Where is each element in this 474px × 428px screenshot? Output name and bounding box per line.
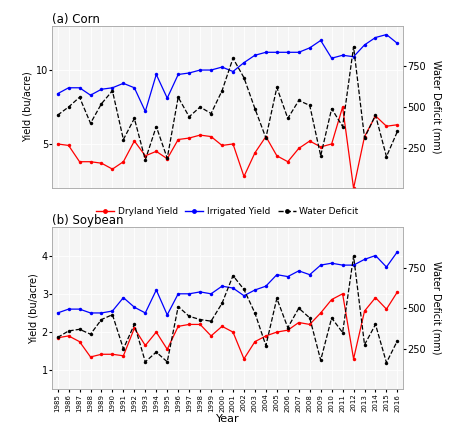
Text: (b) Soybean: (b) Soybean bbox=[52, 214, 124, 227]
Y-axis label: Water Deficit (mm): Water Deficit (mm) bbox=[431, 262, 441, 355]
Y-axis label: Yield (bu/acre): Yield (bu/acre) bbox=[23, 71, 33, 143]
Legend: Dryland Yield, Irrigated Yield, Water Deficit: Dryland Yield, Irrigated Yield, Water De… bbox=[93, 204, 362, 220]
Y-axis label: Yield (bu/acre): Yield (bu/acre) bbox=[29, 273, 39, 344]
X-axis label: Year: Year bbox=[216, 414, 239, 425]
Text: (a) Corn: (a) Corn bbox=[52, 13, 100, 26]
Y-axis label: Water Deficit (mm): Water Deficit (mm) bbox=[431, 60, 441, 154]
